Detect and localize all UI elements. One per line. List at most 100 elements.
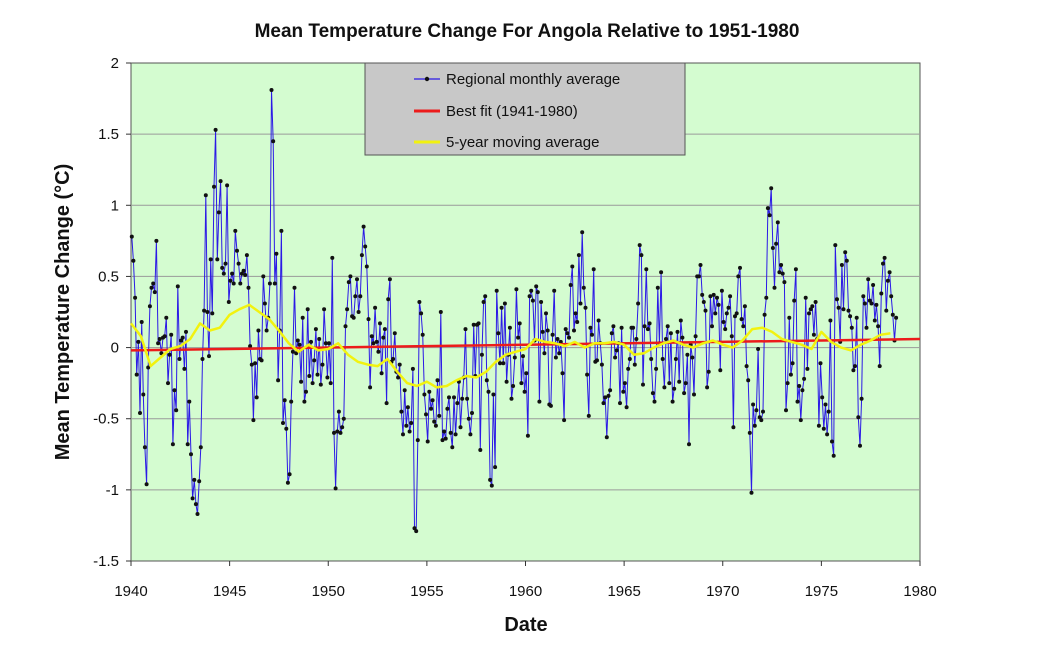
monthly-point — [276, 378, 281, 383]
monthly-point — [419, 311, 424, 316]
monthly-point — [887, 270, 892, 275]
monthly-point — [460, 396, 465, 401]
monthly-point — [202, 308, 207, 313]
monthly-point — [632, 362, 637, 367]
monthly-point — [761, 409, 765, 414]
monthly-point — [718, 368, 723, 373]
monthly-point — [386, 297, 391, 302]
monthly-point — [374, 339, 379, 344]
x-tick-label: 1940 — [114, 583, 147, 600]
monthly-point — [644, 267, 649, 272]
monthly-point — [392, 331, 397, 336]
monthly-point — [647, 321, 652, 326]
monthly-point — [220, 265, 225, 270]
monthly-point — [641, 382, 645, 387]
monthly-point — [208, 257, 213, 262]
monthly-point — [366, 317, 371, 322]
monthly-point — [787, 315, 792, 320]
monthly-point — [193, 502, 198, 507]
monthly-point — [828, 318, 833, 323]
monthly-point — [841, 307, 846, 312]
monthly-point — [820, 395, 825, 400]
monthly-point — [603, 395, 608, 400]
monthly-point — [410, 366, 415, 371]
y-tick-label: 1 — [111, 197, 119, 214]
monthly-point — [341, 416, 346, 421]
monthly-point — [157, 337, 162, 341]
monthly-point — [517, 321, 522, 326]
monthly-point — [690, 355, 695, 360]
monthly-point — [869, 301, 874, 306]
monthly-point — [747, 430, 752, 435]
monthly-point — [813, 300, 818, 304]
monthly-point — [338, 430, 343, 435]
monthly-point — [816, 423, 821, 428]
y-axis-label: Mean Temperature Change (°C) — [52, 164, 74, 461]
monthly-point — [507, 325, 512, 330]
monthly-point — [889, 294, 894, 299]
monthly-point — [588, 325, 593, 330]
monthly-point — [420, 332, 425, 337]
monthly-point — [285, 480, 290, 485]
monthly-point — [642, 324, 647, 329]
monthly-point — [274, 251, 279, 256]
monthly-point — [540, 329, 545, 334]
monthly-point — [788, 372, 793, 377]
monthly-point — [302, 399, 307, 404]
monthly-point — [831, 453, 836, 458]
monthly-point — [322, 307, 327, 312]
y-tick-label: -1 — [106, 482, 119, 499]
monthly-point — [463, 327, 468, 332]
monthly-point — [626, 366, 631, 371]
monthly-series — [129, 88, 899, 534]
monthly-point — [821, 426, 826, 431]
monthly-point — [856, 415, 861, 420]
monthly-point — [379, 371, 384, 376]
monthly-point — [355, 277, 359, 282]
monthly-point — [876, 324, 881, 329]
monthly-point — [729, 334, 734, 339]
monthly-point — [572, 328, 576, 333]
y-tick-label: -1.5 — [93, 553, 119, 570]
monthly-point — [399, 409, 404, 414]
monthly-point — [649, 357, 654, 361]
monthly-point — [677, 379, 682, 384]
monthly-point — [706, 369, 711, 374]
monthly-point — [872, 318, 877, 323]
monthly-point — [195, 512, 200, 516]
legend-label-monthly: Regional monthly average — [446, 71, 620, 88]
monthly-point — [309, 339, 313, 344]
monthly-point — [253, 361, 258, 366]
monthly-point — [655, 285, 660, 290]
monthly-point — [705, 385, 710, 390]
monthly-point — [414, 529, 419, 534]
monthly-point — [585, 372, 590, 377]
monthly-point — [236, 261, 241, 266]
monthly-point — [810, 304, 815, 309]
monthly-point — [848, 314, 853, 319]
monthly-point — [580, 230, 585, 235]
monthly-point — [328, 381, 333, 386]
monthly-point — [583, 305, 588, 310]
monthly-point — [185, 442, 190, 447]
monthly-point — [785, 381, 790, 386]
monthly-point — [430, 398, 435, 403]
monthly-point — [721, 320, 726, 324]
monthly-point — [136, 339, 141, 344]
x-tick-label: 1970 — [706, 583, 739, 600]
monthly-point — [382, 327, 387, 332]
monthly-point — [662, 385, 667, 390]
monthly-point — [619, 325, 624, 330]
monthly-point — [447, 395, 451, 400]
monthly-point — [432, 419, 437, 424]
monthly-point — [407, 429, 412, 434]
monthly-point — [700, 292, 705, 297]
monthly-point — [756, 347, 761, 351]
monthly-point — [882, 255, 887, 260]
monthly-point — [867, 298, 872, 303]
monthly-point — [844, 258, 849, 263]
monthly-point — [231, 281, 236, 286]
monthly-point — [239, 271, 244, 276]
monthly-point — [853, 364, 857, 369]
monthly-point — [780, 271, 785, 276]
